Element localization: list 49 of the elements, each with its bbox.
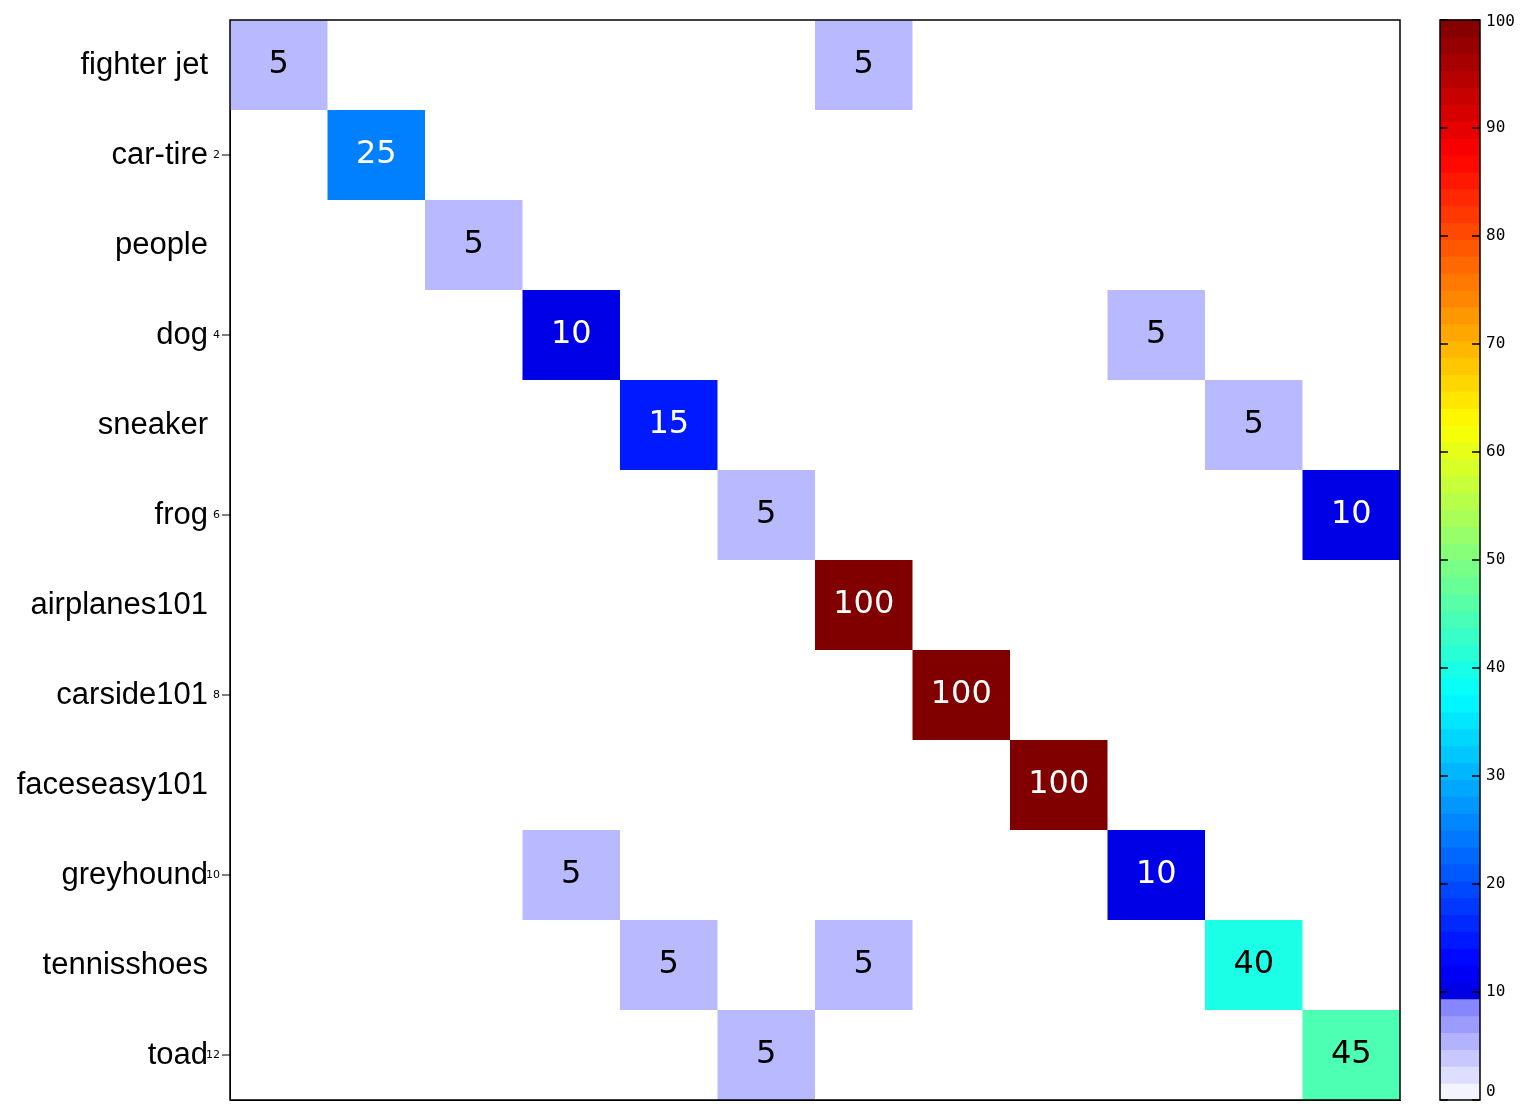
data-label: 100 <box>833 583 895 622</box>
data-label: 45 <box>1330 1033 1372 1072</box>
data-label: 5 <box>853 943 874 982</box>
data-label: 5 <box>658 943 679 982</box>
color-bar-label: 50 <box>1486 549 1506 569</box>
color-bar-label: 80 <box>1486 225 1506 245</box>
data-label: 10 <box>550 313 592 352</box>
data-label: 5 <box>756 493 777 532</box>
y-tick-label: faceseasy101 <box>16 765 208 801</box>
y-tick-label: people <box>114 225 208 261</box>
y2-tick-label: 2 <box>213 147 220 161</box>
color-bar-label: 30 <box>1486 765 1506 785</box>
y2-tick-label: 6 <box>213 507 220 521</box>
y-tick-label: toad <box>147 1035 208 1071</box>
y-tick-label: car-tire <box>111 135 208 171</box>
color-bar-label: 40 <box>1486 657 1506 677</box>
color-bar-label: 90 <box>1486 117 1506 137</box>
data-label: 10 <box>1330 493 1372 532</box>
y2-tick-label: 8 <box>213 687 220 701</box>
y-tick-label: frog <box>154 495 208 531</box>
data-label: 40 <box>1233 943 1275 982</box>
y-tick-label: dog <box>156 315 208 351</box>
data-label: 100 <box>1028 763 1090 802</box>
data-label: 5 <box>268 43 289 82</box>
color-bar-label: 100 <box>1486 11 1515 31</box>
color-bar-label: 70 <box>1486 333 1506 353</box>
y2-tick-label: 12 <box>206 1047 220 1061</box>
y-tick-label: fighter jet <box>80 45 209 81</box>
y2-tick-label: 10 <box>206 867 220 881</box>
y-tick-label: greyhound <box>61 855 208 891</box>
data-label: 25 <box>355 133 397 172</box>
data-label: 5 <box>1243 403 1264 442</box>
y-tick-label: airplanes101 <box>30 585 208 621</box>
color-bar-label: 20 <box>1486 873 1506 893</box>
color-bar-label: 10 <box>1486 981 1506 1001</box>
color-bar-label: 0 <box>1486 1081 1496 1101</box>
data-label: 5 <box>463 223 484 262</box>
y-tick-label: carside101 <box>56 675 208 711</box>
data-label: 15 <box>648 403 690 442</box>
data-label: 10 <box>1135 853 1177 892</box>
color-bar-label: 60 <box>1486 441 1506 461</box>
y-tick-label: tennisshoes <box>42 945 208 981</box>
data-label: 5 <box>561 853 582 892</box>
data-label: 5 <box>756 1033 777 1072</box>
data-label: 5 <box>853 43 874 82</box>
y2-tick-label: 4 <box>213 327 220 341</box>
data-label: 100 <box>930 673 992 712</box>
y-tick-label: sneaker <box>97 405 208 441</box>
data-label: 5 <box>1146 313 1167 352</box>
